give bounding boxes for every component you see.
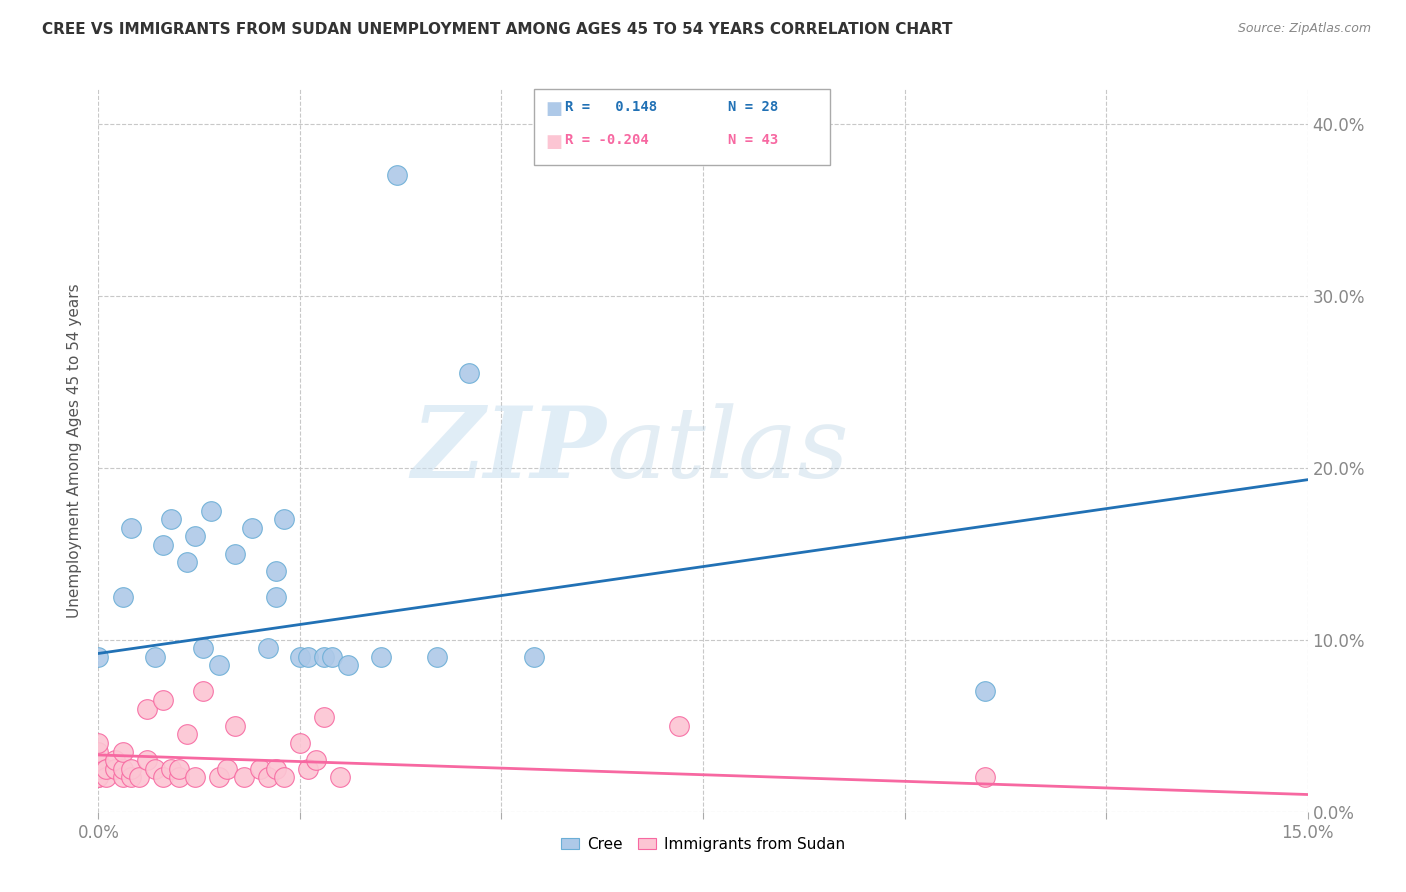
Text: ■: ■	[546, 100, 562, 118]
Point	[184, 529, 207, 543]
Point	[458, 366, 481, 380]
Point	[143, 649, 166, 664]
Point	[111, 590, 134, 604]
Point	[87, 762, 110, 776]
Point	[370, 649, 392, 664]
Text: R = -0.204: R = -0.204	[565, 133, 650, 147]
Point	[167, 770, 190, 784]
Point	[224, 719, 246, 733]
Point	[152, 693, 174, 707]
Point	[87, 649, 110, 664]
Point	[314, 710, 336, 724]
Point	[87, 753, 110, 767]
Point	[103, 753, 125, 767]
Point	[288, 736, 311, 750]
Point	[249, 762, 271, 776]
Point	[385, 168, 408, 182]
Point	[120, 521, 142, 535]
Y-axis label: Unemployment Among Ages 45 to 54 years: Unemployment Among Ages 45 to 54 years	[67, 283, 83, 618]
Point	[193, 684, 215, 698]
Point	[176, 727, 198, 741]
Point	[111, 762, 134, 776]
Text: Source: ZipAtlas.com: Source: ZipAtlas.com	[1237, 22, 1371, 36]
Point	[240, 521, 263, 535]
Point	[184, 770, 207, 784]
Point	[160, 512, 183, 526]
Text: ■: ■	[546, 133, 562, 151]
Point	[143, 762, 166, 776]
Text: N = 28: N = 28	[728, 100, 779, 114]
Point	[120, 762, 142, 776]
Point	[974, 770, 997, 784]
Point	[297, 762, 319, 776]
Text: CREE VS IMMIGRANTS FROM SUDAN UNEMPLOYMENT AMONG AGES 45 TO 54 YEARS CORRELATION: CREE VS IMMIGRANTS FROM SUDAN UNEMPLOYME…	[42, 22, 953, 37]
Text: ZIP: ZIP	[412, 402, 606, 499]
Point	[193, 641, 215, 656]
Point	[152, 770, 174, 784]
Point	[96, 762, 118, 776]
Point	[103, 762, 125, 776]
Point	[111, 744, 134, 758]
Point	[176, 555, 198, 569]
Point	[135, 701, 157, 715]
Point	[87, 770, 110, 784]
Point	[96, 770, 118, 784]
Point	[120, 770, 142, 784]
Point	[426, 649, 449, 664]
Point	[273, 512, 295, 526]
Point	[314, 649, 336, 664]
Point	[167, 762, 190, 776]
Legend: Cree, Immigrants from Sudan: Cree, Immigrants from Sudan	[555, 831, 851, 858]
Point	[273, 770, 295, 784]
Point	[264, 590, 287, 604]
Point	[160, 762, 183, 776]
Point	[523, 649, 546, 664]
Point	[974, 684, 997, 698]
Point	[305, 753, 328, 767]
Point	[329, 770, 352, 784]
Point	[232, 770, 254, 784]
Point	[297, 649, 319, 664]
Text: N = 43: N = 43	[728, 133, 779, 147]
Text: R =   0.148: R = 0.148	[565, 100, 658, 114]
Point	[87, 736, 110, 750]
Point	[135, 753, 157, 767]
Point	[668, 719, 690, 733]
Point	[337, 658, 360, 673]
Point	[87, 744, 110, 758]
Point	[217, 762, 239, 776]
Point	[128, 770, 150, 784]
Point	[224, 547, 246, 561]
Point	[152, 538, 174, 552]
Point	[256, 641, 278, 656]
Point	[208, 770, 231, 784]
Point	[87, 770, 110, 784]
Point	[256, 770, 278, 784]
Point	[87, 762, 110, 776]
Point	[111, 770, 134, 784]
Point	[321, 649, 343, 664]
Point	[200, 503, 222, 517]
Point	[288, 649, 311, 664]
Point	[264, 762, 287, 776]
Point	[264, 564, 287, 578]
Point	[208, 658, 231, 673]
Text: atlas: atlas	[606, 403, 849, 498]
